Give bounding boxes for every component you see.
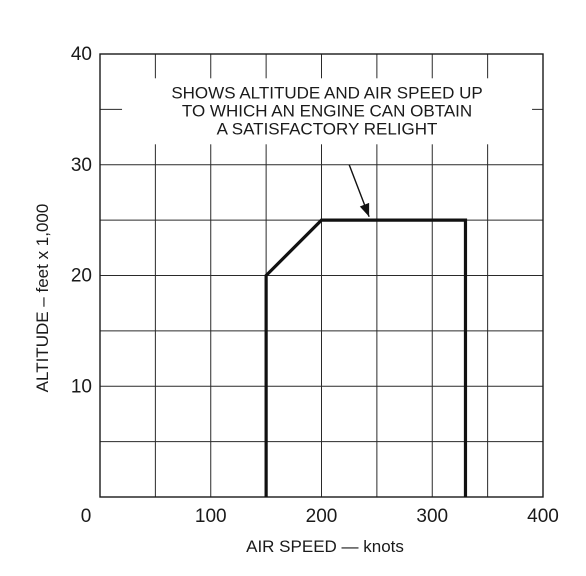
series-layer	[264, 218, 468, 497]
annotation-arrow-head	[359, 202, 370, 217]
x-tick-label: 200	[306, 506, 338, 527]
annotation-text-line: A SATISFACTORY RELIGHT	[217, 119, 438, 138]
y-tick-labels: 10 20 30 40	[71, 44, 92, 397]
annotation-text-line: TO WHICH AN ENGINE CAN OBTAIN	[182, 101, 472, 120]
x-tick-label: 0	[81, 506, 92, 527]
y-tick-label: 10	[71, 376, 92, 397]
y-tick-label: 20	[71, 266, 92, 287]
x-tick-label: 100	[195, 506, 227, 527]
x-tick-label: 400	[527, 506, 559, 527]
y-tick-label: 30	[71, 155, 92, 176]
x-tick-labels: 0 100 200 300 400	[81, 506, 559, 527]
plot-frame	[99, 53, 544, 498]
annotation-background	[122, 78, 533, 145]
y-axis-label: ALTITUDE – feet x 1,000	[33, 204, 52, 393]
annotation-text-line: SHOWS ALTITUDE AND AIR SPEED UP	[171, 83, 482, 102]
relight-envelope-line	[264, 218, 468, 497]
x-tick-label: 300	[416, 506, 448, 527]
annotation-backdrop	[122, 78, 533, 145]
y-tick-label: 40	[71, 44, 92, 65]
x-axis-label: AIR SPEED — knots	[246, 537, 404, 556]
